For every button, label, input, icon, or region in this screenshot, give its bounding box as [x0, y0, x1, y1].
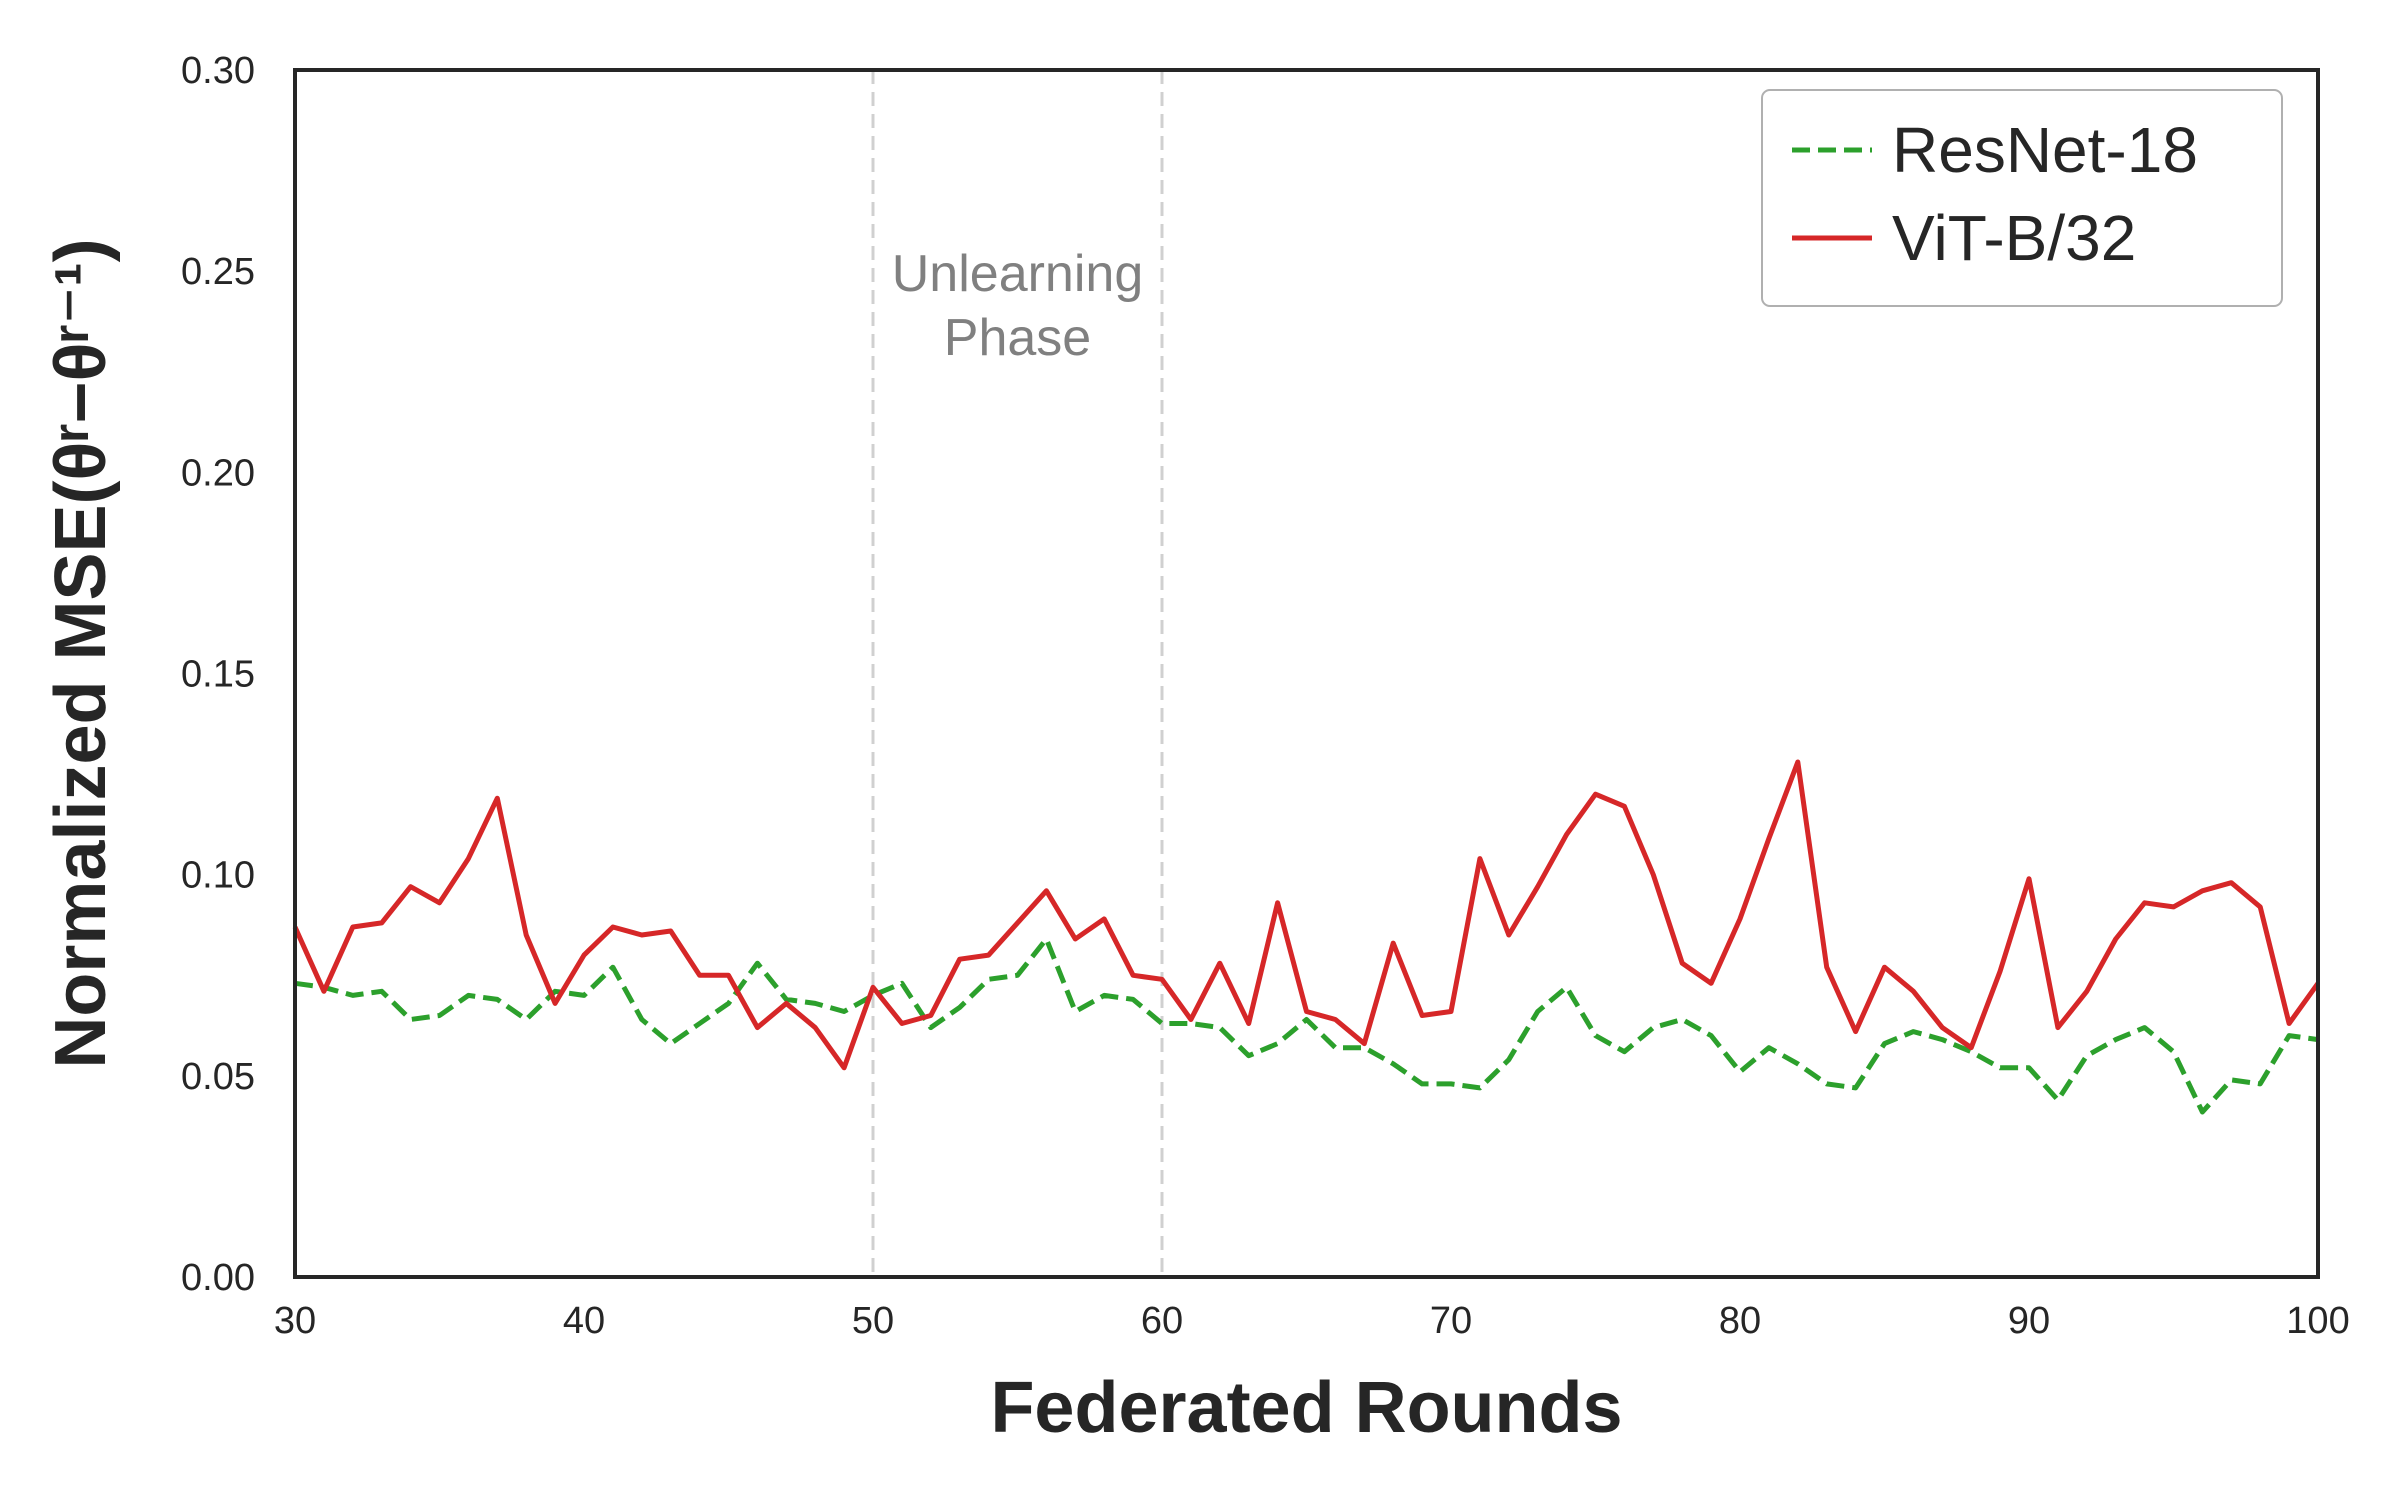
- y-axis-ticks: 0.00 0.05 0.10 0.15 0.20 0.25 0.30: [181, 50, 255, 1299]
- x-axis-title: Federated Rounds: [990, 1368, 1622, 1448]
- legend-label: ResNet-18: [1892, 114, 2198, 186]
- series-line: [294, 936, 2319, 1115]
- plot-area-frame: [293, 68, 2320, 1279]
- x-tick-label: 60: [1141, 1300, 1183, 1342]
- y-tick-label: 0.20: [181, 452, 255, 494]
- x-axis-ticks: 30 40 50 60 70 80 90 100: [274, 1300, 2350, 1342]
- y-tick-label: 0.10: [181, 855, 255, 897]
- legend: ResNet-18 ViT-B/32: [1761, 89, 2283, 307]
- series-vit-b-32: [292, 759, 2321, 1071]
- x-tick-label: 70: [1430, 1300, 1472, 1342]
- y-tick-label: 0.25: [181, 251, 255, 293]
- y-tick-label: 0.00: [181, 1257, 255, 1299]
- x-tick-label: 100: [2286, 1300, 2349, 1342]
- y-tick-label: 0.30: [181, 50, 255, 92]
- y-tick-label: 0.05: [181, 1056, 255, 1098]
- x-tick-label: 50: [852, 1300, 894, 1342]
- series-resnet-18: [294, 936, 2319, 1115]
- series-line: [292, 759, 2321, 1071]
- x-tick-label: 90: [2008, 1300, 2050, 1342]
- annotation-text-line: Unlearning: [892, 245, 1144, 303]
- unlearning-phase-annotation: Unlearning Phase: [892, 245, 1144, 367]
- y-tick-label: 0.15: [181, 654, 255, 696]
- phase-boundary-lines: [871, 70, 1164, 1277]
- legend-box: [1761, 89, 2283, 307]
- legend-label: ViT-B/32: [1892, 202, 2136, 274]
- y-axis-title: Normalized MSE(θʳ−θʳ⁻¹): [41, 238, 121, 1068]
- x-tick-label: 40: [563, 1300, 605, 1342]
- x-tick-label: 30: [274, 1300, 316, 1342]
- series-layer: [292, 759, 2321, 1115]
- x-tick-label: 80: [1719, 1300, 1761, 1342]
- annotation-text-line: Phase: [944, 309, 1091, 367]
